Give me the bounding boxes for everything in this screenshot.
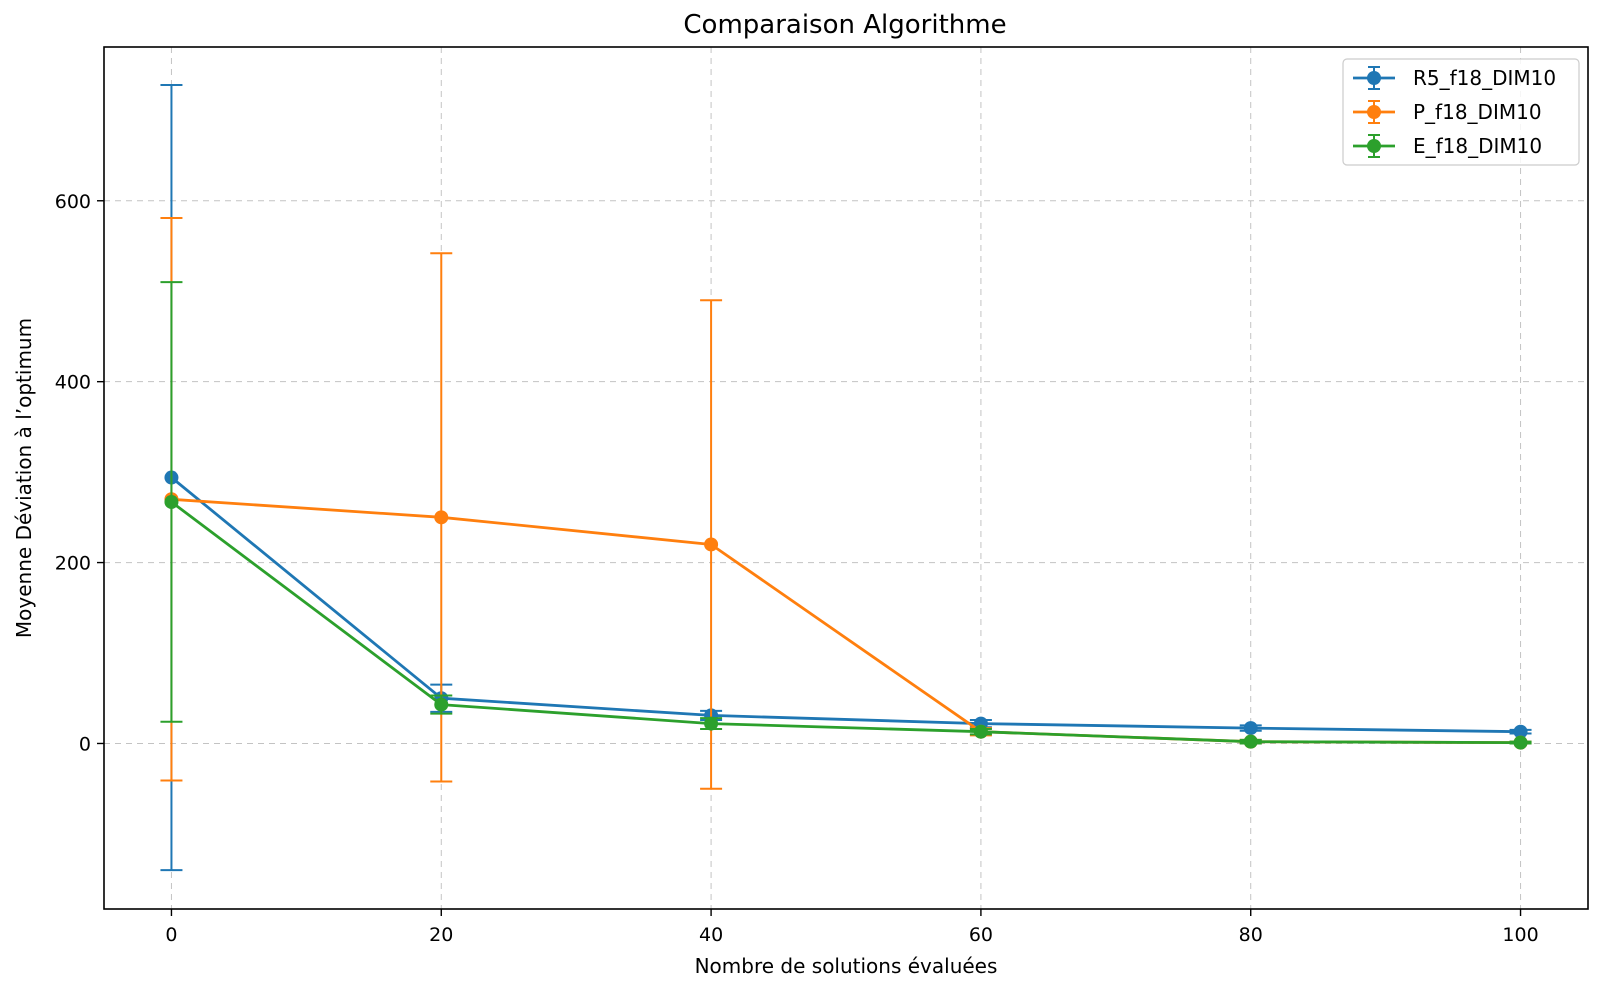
data-point (704, 537, 719, 552)
y-tick-label: 200 (55, 553, 91, 575)
legend-item: R5_f18_DIM10 (1353, 66, 1556, 90)
x-tick-label: 100 (1502, 924, 1538, 946)
x-tick-label: 0 (165, 924, 177, 946)
y-tick-label: 600 (55, 191, 91, 213)
legend-label: R5_f18_DIM10 (1413, 66, 1556, 90)
data-point (973, 724, 988, 739)
data-point (434, 510, 449, 525)
data-point (434, 697, 449, 712)
x-tick-label: 20 (429, 924, 453, 946)
y-axis-label: Moyenne Déviation à l’optimum (12, 318, 36, 638)
legend-label: E_f18_DIM10 (1413, 134, 1542, 158)
legend: R5_f18_DIM10 P_f18_DIM10 E_f18_DIM10 (1342, 58, 1580, 166)
data-point (1513, 724, 1528, 739)
axis-ticks: 0 20 40 60 80 100 0 200 400 600 (55, 191, 1539, 946)
series-P_f18_DIM10 (160, 216, 1532, 790)
data-point (164, 494, 179, 509)
series-R5_f18_DIM10 (160, 83, 1532, 872)
legend-item: E_f18_DIM10 (1353, 134, 1542, 158)
legend-marker (1367, 139, 1381, 153)
y-tick-label: 400 (55, 372, 91, 394)
y-tick-label: 0 (79, 733, 91, 755)
legend-label: P_f18_DIM10 (1413, 100, 1542, 124)
series-E_f18_DIM10 (160, 281, 1532, 750)
data-point (1243, 721, 1258, 736)
legend-marker (1367, 105, 1381, 119)
data-point (704, 716, 719, 731)
legend-marker (1367, 71, 1381, 85)
legend-item: P_f18_DIM10 (1353, 100, 1542, 124)
data-point (1243, 734, 1258, 749)
x-tick-label: 60 (969, 924, 993, 946)
chart-title: Comparaison Algorithme (683, 10, 1006, 40)
series-line (170, 476, 1521, 734)
grid (104, 47, 1588, 909)
x-axis-label: Nombre de solutions évaluées (695, 954, 998, 978)
series-line (170, 500, 1521, 744)
series-layer (160, 83, 1532, 872)
series-line (171, 497, 1521, 744)
x-tick-label: 80 (1239, 924, 1263, 946)
plot-frame (103, 46, 1589, 910)
legend-box (1342, 58, 1580, 166)
x-tick-label: 40 (699, 924, 723, 946)
data-point (1513, 735, 1528, 750)
